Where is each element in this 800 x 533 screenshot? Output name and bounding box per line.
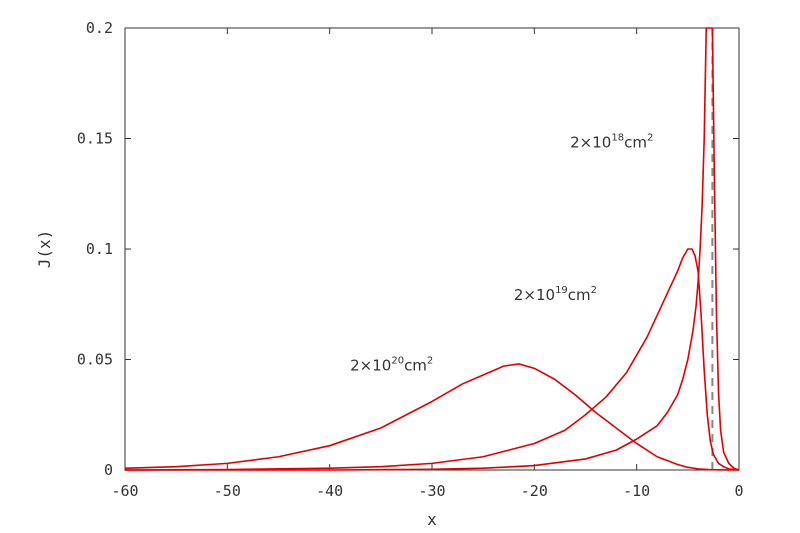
tick-labels: -60 -50 -40 -30 -20 -10 0 0 0.05 0.1 0.15 0.2 [77, 19, 744, 500]
y-tick-label: 0 [104, 461, 113, 479]
ticks [124, 27, 740, 471]
curve-annotation-2: 2×1019cm2 [514, 285, 597, 304]
y-tick-label: 0.1 [86, 240, 113, 258]
x-tick-label: -20 [521, 482, 548, 500]
x-tick-label: -50 [214, 482, 241, 500]
x-tick-label: -40 [316, 482, 343, 500]
x-tick-label: -30 [418, 482, 445, 500]
series-line-3 [125, 27, 740, 471]
series-line-2 [124, 248, 740, 471]
curves [124, 27, 740, 471]
y-axis-label: J(x) [35, 230, 54, 269]
x-axis-label: x [427, 510, 437, 529]
curve-annotation-1: 2×1020cm2 [350, 356, 433, 375]
y-tick-label: 0.05 [77, 351, 113, 369]
annotations: 2×1020cm2 2×1019cm2 2×1018cm2 [350, 132, 653, 374]
x-tick-label: 0 [734, 482, 743, 500]
plot-area [124, 27, 740, 471]
x-tick-label: -60 [111, 482, 138, 500]
y-tick-label: 0.2 [86, 19, 113, 37]
x-tick-label: -10 [623, 482, 650, 500]
y-tick-label: 0.15 [77, 130, 113, 148]
series-line-1 [124, 363, 740, 471]
curve-annotation-3: 2×1018cm2 [570, 132, 653, 151]
